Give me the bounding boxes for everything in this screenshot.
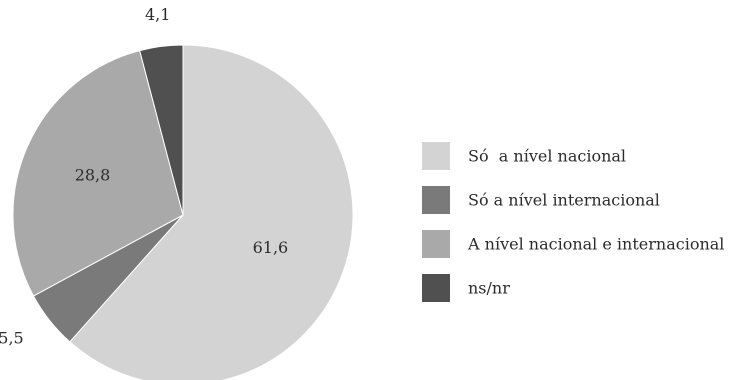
legend-swatch-2	[422, 186, 450, 214]
pie-slice-3	[12, 49, 184, 297]
legend-swatch-3	[422, 230, 450, 258]
pie-slice-1	[69, 44, 354, 380]
legend-label-2: Só a nível internacional	[468, 191, 660, 210]
legend: Só a nível nacional Só a nível internacio…	[422, 142, 724, 302]
legend-label-4: ns/nr	[468, 279, 510, 298]
data-label-1: 61,6	[253, 238, 289, 257]
pie-slice-4	[139, 44, 184, 216]
legend-label-1: Só a nível nacional	[468, 147, 626, 166]
legend-swatch-1	[422, 142, 450, 170]
legend-swatch-4	[422, 274, 450, 302]
data-label-2: 5,5	[0, 329, 24, 348]
legend-label-3: A nível nacional e internacional	[467, 235, 724, 254]
pie-slices	[12, 44, 354, 380]
pie-data-labels: 61,6 5,5 28,8 4,1	[0, 5, 288, 348]
data-label-4: 4,1	[145, 5, 170, 24]
data-label-3: 28,8	[75, 165, 111, 184]
